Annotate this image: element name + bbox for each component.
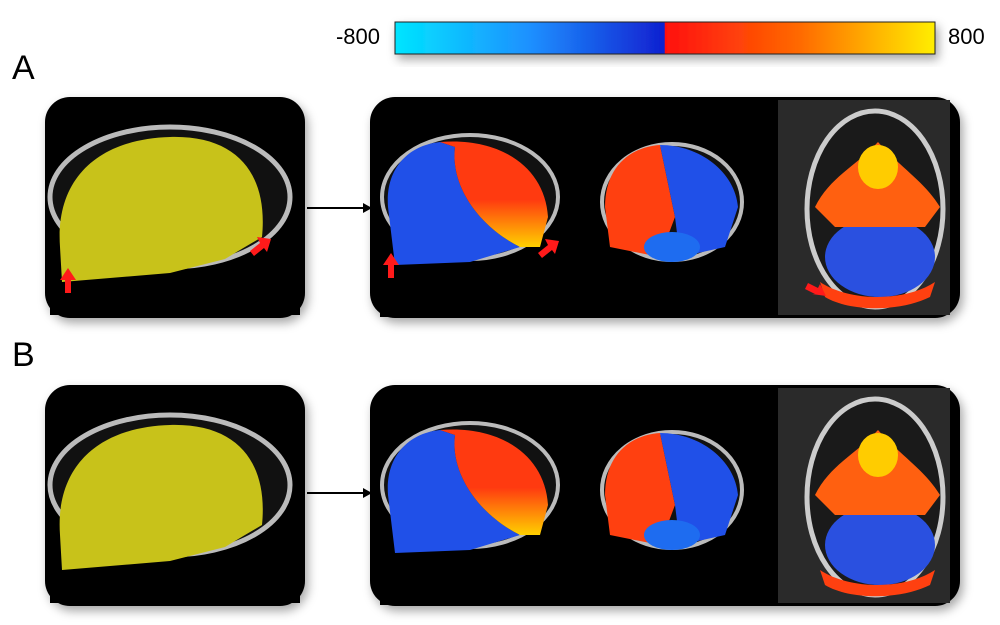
panel-a [45, 97, 960, 318]
panel-b [45, 385, 960, 606]
colorbar [394, 21, 936, 55]
panel-label: B [12, 336, 35, 374]
colorbar-min: -800 [336, 24, 380, 49]
panel-label: A [12, 49, 35, 87]
colorbar-max: 800 [948, 24, 985, 49]
